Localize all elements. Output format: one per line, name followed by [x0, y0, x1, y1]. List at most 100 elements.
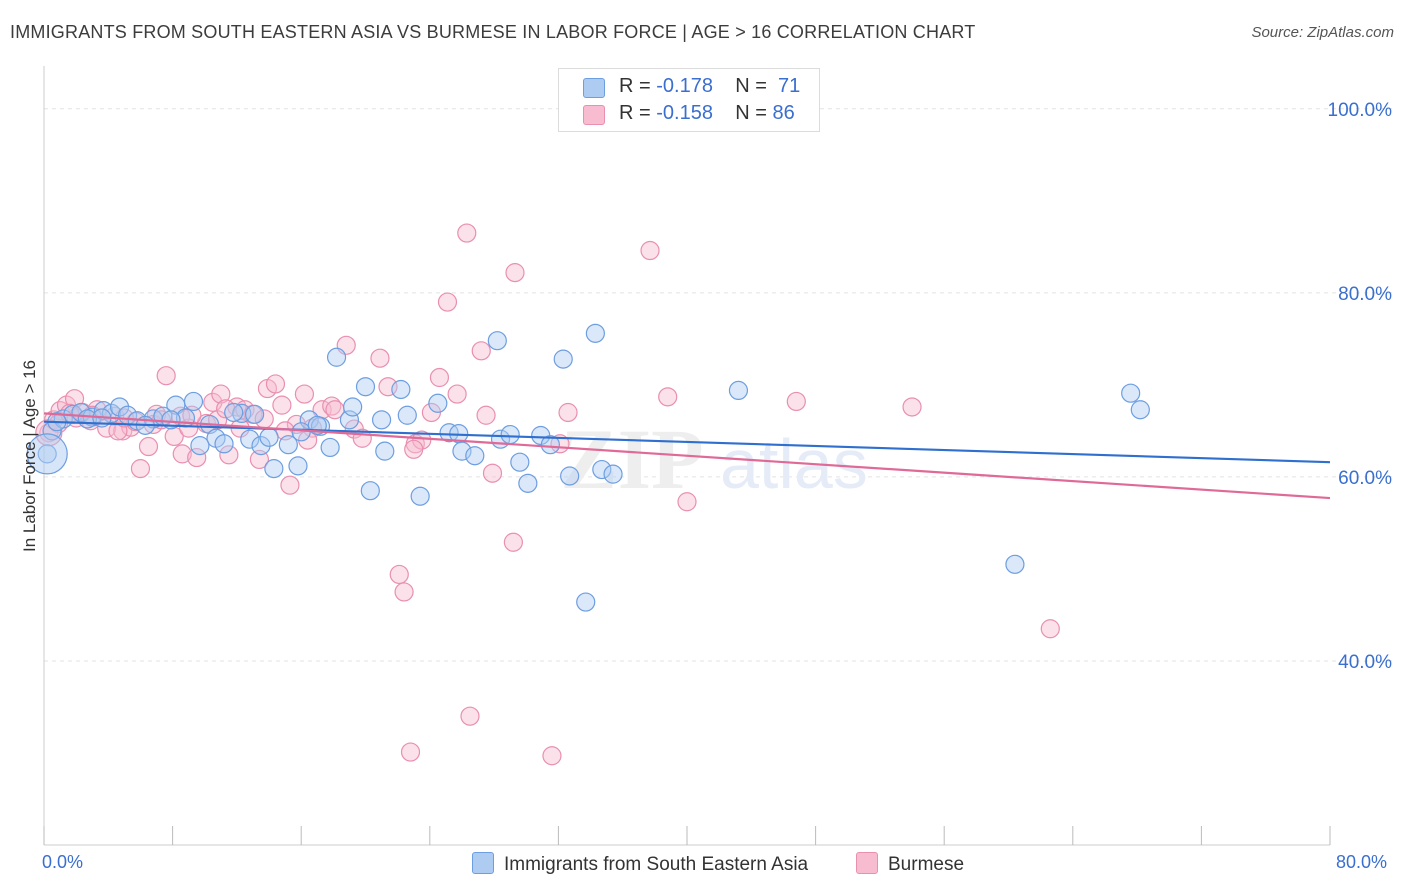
sea-point [510, 452, 530, 472]
bottom-legend-label-sea: Immigrants from South Eastern Asia [504, 854, 809, 875]
legend-n-label: N = [735, 75, 773, 97]
x-tick-label-min: 0.0% [42, 852, 84, 872]
sea-point [326, 347, 347, 367]
sea-point [375, 441, 395, 461]
x-tick-label-max: 80.0% [1336, 852, 1388, 872]
burmese-point [249, 449, 270, 470]
watermark: ZIP atlas [560, 411, 868, 507]
legend-r-value: -0.178 [656, 75, 713, 97]
burmese-point [211, 384, 231, 404]
burmese-point [370, 348, 390, 368]
burmese-point [265, 374, 286, 394]
sea-point [343, 397, 363, 417]
sea-point [214, 434, 234, 454]
sea-point [487, 331, 507, 351]
watermark-zip: ZIP [560, 411, 703, 507]
bottom-legend-burmese: Burmese [856, 852, 964, 878]
sea-point [288, 456, 308, 476]
sea-point [224, 402, 244, 423]
sea-point [109, 397, 130, 417]
sea-point [360, 481, 380, 501]
burmese-point [322, 396, 342, 416]
burmese-point [447, 384, 467, 404]
burmese-point [172, 444, 192, 464]
sea-point [391, 379, 411, 400]
bottom-legend-sea: Immigrants from South Eastern Asia [472, 852, 808, 878]
burmese-point [389, 564, 409, 585]
burmese-point [272, 395, 292, 415]
sea-point [320, 437, 340, 458]
chart-source: Source: ZipAtlas.com [1251, 24, 1394, 41]
sea-point [264, 459, 284, 479]
burmese-point [1040, 619, 1060, 639]
sea-point [183, 391, 204, 412]
bottom-legend-swatch-sea [472, 852, 494, 874]
sea-point [576, 592, 596, 612]
legend-n-label: N = [735, 102, 773, 124]
sea-point [1130, 400, 1150, 420]
burmese-point [658, 387, 678, 407]
series-burmese-points [35, 223, 1060, 766]
chart-title: IMMIGRANTS FROM SOUTH EASTERN ASIA VS BU… [10, 22, 976, 42]
burmese-point [437, 292, 458, 312]
sea-point [428, 393, 448, 413]
watermark-atlas: atlas [720, 425, 868, 503]
sea-point [585, 323, 605, 343]
burmese-point [505, 263, 525, 283]
sea-point-large [26, 433, 68, 475]
sea-point [240, 429, 260, 449]
burmese-point [187, 447, 207, 468]
sea-point [371, 410, 392, 430]
burmese-point [164, 426, 184, 447]
burmese-point [482, 463, 503, 483]
sea-point [190, 436, 210, 456]
sea-point [397, 405, 417, 425]
legend-swatch-burmese [583, 105, 605, 125]
burmese-point [294, 384, 315, 404]
sea-point [244, 404, 265, 424]
trend-lines [43, 412, 1331, 500]
burmese-point [476, 405, 496, 425]
y-axis-label: In Labor Force | Age > 16 [20, 359, 39, 553]
burmese-point [400, 742, 421, 762]
bottom-legend-swatch-burmese [856, 852, 878, 874]
bottom-legend-label-burmese: Burmese [888, 854, 965, 875]
burmese-point [280, 475, 300, 495]
y-tick-label: 60.0% [1338, 468, 1392, 489]
sea-point [251, 436, 271, 456]
legend-r-label: R = [619, 102, 657, 124]
sea-point [518, 473, 538, 493]
burmese-point [219, 445, 239, 465]
sea-point [1121, 383, 1141, 403]
legend-r-value: -0.158 [656, 102, 713, 124]
sea-point [592, 459, 612, 480]
legend-swatch-sea [583, 78, 605, 98]
sea-point [259, 427, 279, 447]
burmese-point [404, 439, 424, 459]
burmese-point [542, 746, 562, 766]
burmese-point [677, 492, 697, 512]
sea-point [540, 435, 560, 455]
burmese-point [558, 402, 578, 423]
burmese-point [130, 459, 151, 479]
burmese-point [786, 391, 806, 412]
y-tick-label: 80.0% [1338, 284, 1392, 305]
sea-point [728, 380, 749, 401]
y-tick-labels: 40.0% 60.0% 80.0% 100.0% [1328, 100, 1393, 673]
sea-point [355, 377, 376, 397]
sea-point [560, 466, 580, 486]
burmese-point [902, 397, 922, 417]
burmese-point [429, 367, 450, 388]
series-sea-points [26, 323, 1150, 612]
sea-point [465, 446, 485, 466]
sea-point [278, 435, 298, 455]
sea-point [553, 349, 573, 369]
burmese-point [460, 706, 480, 726]
sea-point [500, 424, 520, 445]
burmese-trend-line [43, 412, 1331, 500]
burmese-point [138, 436, 159, 457]
burmese-point [156, 366, 176, 386]
legend-r-label: R = [619, 75, 657, 97]
burmese-point [457, 223, 477, 243]
